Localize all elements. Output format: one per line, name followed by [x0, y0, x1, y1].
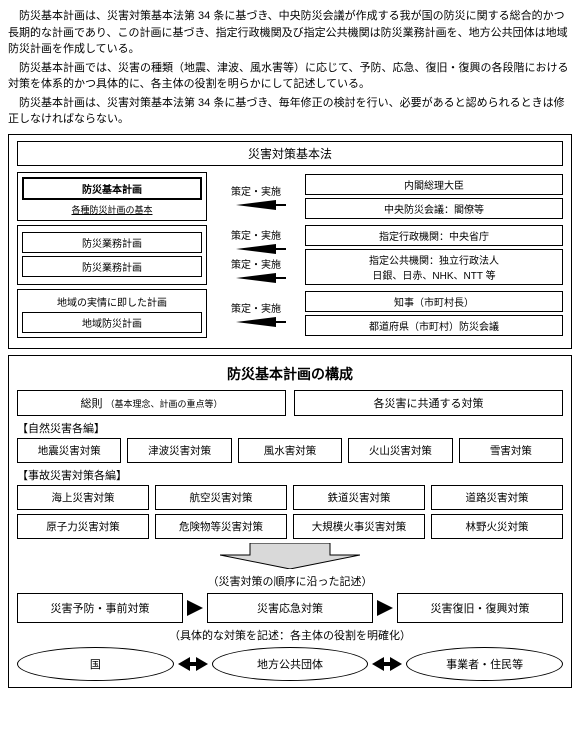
aviation-box: 航空災害対策	[155, 485, 287, 510]
nuclear-box: 原子力災害対策	[17, 514, 149, 539]
arrow-label-2b: 策定・実施	[231, 256, 281, 271]
volcano-box: 火山災害対策	[348, 438, 452, 463]
basic-plan-box: 防災基本計画	[22, 177, 202, 200]
arrow-label-1: 策定・実施	[231, 183, 281, 198]
actor-national: 国	[17, 647, 174, 681]
arrow-left-icon	[236, 317, 276, 327]
designated-admin-box: 指定行政機関：中央省庁	[305, 225, 563, 246]
common-measures-box: 各災害に共通する対策	[294, 390, 563, 416]
recovery-stage: 災害復旧・復興対策	[397, 593, 563, 623]
arrow-label-2a: 策定・実施	[231, 227, 281, 242]
snow-box: 雪害対策	[459, 438, 563, 463]
caption-sequence: （災害対策の順序に沿った記述）	[17, 573, 563, 589]
accident-disaster-label: 【事故災害対策各編】	[17, 467, 563, 483]
general-provisions-sub: （基本理念、計画の重点等）	[106, 399, 223, 409]
actor-local: 地方公共団体	[212, 647, 369, 681]
composition-panel: 防災基本計画の構成 総則 （基本理念、計画の重点等） 各災害に共通する対策 【自…	[8, 355, 572, 688]
railway-box: 鉄道災害対策	[293, 485, 425, 510]
arrow-left-icon	[236, 273, 276, 283]
prefecture-council-box: 都道府県（市町村）防災会議	[305, 315, 563, 336]
designated-public-box: 指定公共機関：独立行政法人 日銀、日赤、NHK、NTT 等	[305, 249, 563, 285]
general-provisions-box: 総則 （基本理念、計画の重点等）	[17, 390, 286, 416]
paragraph-1: 防災基本計画は、災害対策基本法第 34 条に基づき、中央防災会議が作成する我が国…	[8, 8, 572, 58]
prevention-stage: 災害予防・事前対策	[17, 593, 183, 623]
arrow-label-3: 策定・実施	[231, 300, 281, 315]
composition-title: 防災基本計画の構成	[17, 364, 563, 384]
big-down-arrow	[17, 543, 563, 569]
maritime-box: 海上災害対策	[17, 485, 149, 510]
governor-box: 知事（市町村長）	[305, 291, 563, 312]
storm-flood-box: 風水害対策	[238, 438, 342, 463]
flow-row-3: 地域の実情に即した計画 地域防災計画 策定・実施 知事（市町村長） 都道府県（市…	[17, 289, 563, 338]
emergency-stage: 災害応急対策	[207, 593, 373, 623]
local-plan-title: 地域の実情に即した計画	[22, 294, 202, 309]
paragraph-3: 防災基本計画は、災害対策基本法第 34 条に基づき、毎年修正の検討を行い、必要が…	[8, 95, 572, 128]
central-council-box: 中央防災会議：閣僚等	[305, 198, 563, 219]
paragraph-2: 防災基本計画では、災害の種類（地震、津波、風水害等）に応じて、予防、応急、復旧・…	[8, 60, 572, 93]
law-title-box: 災害対策基本法	[17, 141, 563, 166]
natural-disaster-label: 【自然災害各編】	[17, 420, 563, 436]
tsunami-box: 津波災害対策	[127, 438, 231, 463]
hazmat-box: 危険物等災害対策	[155, 514, 287, 539]
arrow-left-icon	[236, 244, 276, 254]
double-arrow-icon	[372, 657, 402, 671]
arrow-right-icon	[187, 600, 203, 616]
large-fire-box: 大規模火事災害対策	[293, 514, 425, 539]
basic-plan-note: 各種防災計画の基本	[22, 203, 202, 216]
forest-fire-box: 林野火災対策	[431, 514, 563, 539]
flow-row-2: 防災業務計画 防災業務計画 策定・実施 策定・実施 指定行政機関：中央省庁 指定…	[17, 225, 563, 285]
accident-row-a: 海上災害対策 航空災害対策 鉄道災害対策 道路災害対策	[17, 485, 563, 510]
natural-disaster-row: 地震災害対策 津波災害対策 風水害対策 火山災害対策 雪害対策	[17, 438, 563, 463]
actors-row: 国 地方公共団体 事業者・住民等	[17, 647, 563, 681]
actor-residents: 事業者・住民等	[406, 647, 563, 681]
flow-row-1: 防災基本計画 各種防災計画の基本 策定・実施 内閣総理大臣 中央防災会議：閣僚等	[17, 172, 563, 221]
general-provisions-label: 総則	[80, 398, 102, 410]
accident-row-b: 原子力災害対策 危険物等災害対策 大規模火事災害対策 林野火災対策	[17, 514, 563, 539]
operations-plan-b: 防災業務計画	[22, 256, 202, 277]
hierarchy-panel: 災害対策基本法 防災基本計画 各種防災計画の基本 策定・実施 内閣総理大臣 中央…	[8, 134, 572, 349]
stage-row: 災害予防・事前対策 災害応急対策 災害復旧・復興対策	[17, 593, 563, 623]
pm-box: 内閣総理大臣	[305, 174, 563, 195]
caption-actors: （具体的な対策を記述：各主体の役割を明確化）	[17, 627, 563, 643]
arrow-left-icon	[236, 200, 276, 210]
double-arrow-icon	[178, 657, 208, 671]
operations-plan-a: 防災業務計画	[22, 232, 202, 253]
road-box: 道路災害対策	[431, 485, 563, 510]
earthquake-box: 地震災害対策	[17, 438, 121, 463]
local-plan-box: 地域防災計画	[22, 312, 202, 333]
arrow-right-icon	[377, 600, 393, 616]
